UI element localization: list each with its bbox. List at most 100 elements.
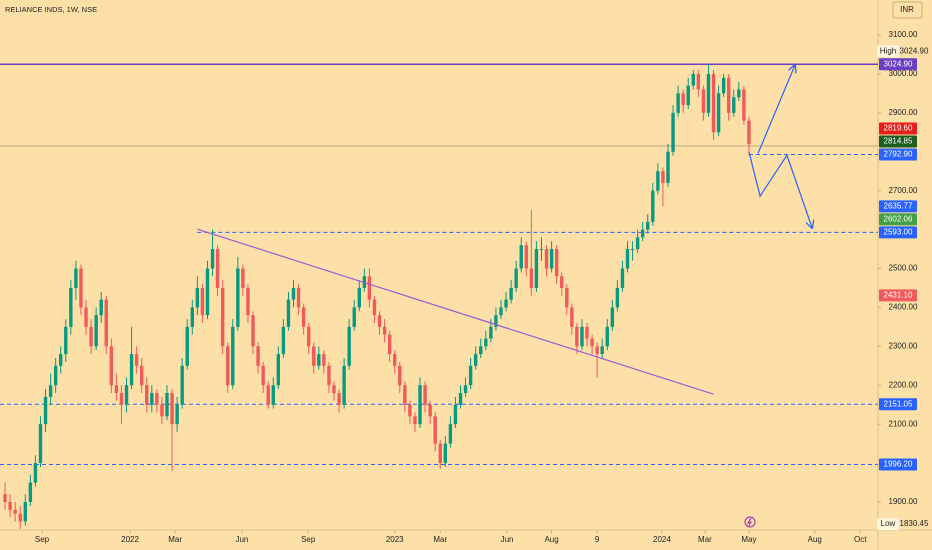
x-tick-label: Mar (698, 535, 712, 544)
candle-body (403, 385, 407, 405)
candle-body (534, 249, 539, 288)
candle-body (661, 171, 665, 183)
candle-body (180, 365, 184, 405)
candle-body (79, 268, 83, 308)
candle-body (408, 404, 412, 417)
candle-body (473, 354, 478, 366)
candle-body (367, 276, 372, 300)
candle-body (656, 171, 660, 191)
candle-body (129, 354, 134, 386)
candle-body (433, 416, 437, 444)
candle-body (453, 404, 458, 425)
candle-body (544, 249, 549, 269)
candle-body (706, 73, 711, 113)
candle-body (89, 326, 93, 347)
candle-body (306, 326, 311, 347)
candle-body (646, 221, 650, 230)
candle-body (610, 307, 615, 327)
candle-body (565, 287, 569, 308)
candle-body (585, 326, 589, 339)
candle-body (165, 393, 169, 417)
candle-body (499, 307, 503, 316)
x-tick-label: 2022 (121, 535, 139, 544)
candle-body (352, 307, 356, 327)
candle-body (580, 326, 584, 347)
candle-body (732, 97, 736, 113)
candle-body (372, 299, 377, 316)
candle-body (382, 326, 387, 335)
currency[interactable]: INR (900, 5, 914, 14)
candle-body (393, 354, 397, 366)
chart-title: RELIANCE INDS, 1W, NSE (5, 5, 97, 14)
candle-body (337, 393, 341, 405)
price-badge (879, 58, 917, 71)
y-tick-label: 2100.00 (889, 419, 918, 428)
candle-body (145, 385, 149, 405)
candle-body (620, 268, 625, 288)
candle-body (377, 315, 382, 327)
candle-body (468, 365, 473, 386)
candle-body (190, 307, 194, 327)
candle-body (271, 385, 275, 405)
candle-body (119, 393, 124, 405)
price-badge (879, 289, 917, 302)
price-badge-label: 3024.90 (884, 59, 913, 68)
candle-body (489, 326, 493, 339)
low-label: Low (881, 519, 896, 528)
candle-body (327, 365, 331, 386)
candle-body (286, 299, 291, 327)
candle-body (742, 89, 746, 121)
x-tick-label: Mar (433, 535, 447, 544)
y-tick-label: 2300.00 (889, 341, 918, 350)
high-label: High (880, 46, 896, 55)
candle-body (231, 326, 235, 386)
x-tick-label: Oct (854, 535, 867, 544)
candle-body (686, 85, 690, 106)
currency-box[interactable] (892, 1, 923, 19)
candle-body (549, 249, 554, 269)
price-badge-label: 2431.10 (884, 290, 913, 299)
candle-body (94, 315, 98, 347)
high-value: 3024.90 (900, 46, 929, 55)
candle-body (625, 249, 630, 269)
candle-body (413, 416, 417, 425)
candle-body (560, 276, 564, 288)
candle-body (33, 463, 38, 483)
x-tick-label: 2023 (386, 535, 404, 544)
price-badge-label: 2593.00 (884, 227, 913, 236)
y-tick-label: 3100.00 (889, 30, 918, 39)
candle-body (59, 354, 63, 366)
candle-body (53, 365, 58, 386)
price-badge-label: 2819.60 (884, 124, 913, 133)
price-badge (879, 213, 917, 226)
candle-body (448, 424, 453, 444)
candle-body (251, 315, 255, 347)
candle-body (554, 249, 559, 277)
y-tick-label: 1900.00 (889, 497, 918, 506)
y-tick-label: 2400.00 (889, 303, 918, 312)
candle-body (423, 385, 427, 405)
candle-body (514, 268, 518, 288)
event-icon[interactable] (744, 516, 756, 528)
y-tick-label: 2500.00 (889, 264, 918, 273)
projection-arrow (757, 65, 795, 154)
y-tick-label: 2900.00 (889, 108, 918, 117)
price-badge (879, 226, 917, 239)
candle-body (246, 287, 250, 316)
low-tag (877, 518, 899, 530)
candle-body (99, 299, 103, 316)
candle-body (570, 307, 574, 327)
candle-body (220, 287, 225, 347)
candle-body (428, 404, 432, 417)
candle-body (737, 89, 741, 98)
candle-body (438, 443, 442, 464)
y-tick-label: 3000.00 (889, 69, 918, 78)
candle-body (301, 307, 306, 327)
candle-body (185, 326, 189, 366)
price-badge-label: 1996.20 (884, 460, 913, 469)
candle-body (463, 385, 468, 394)
candle-body (215, 249, 220, 288)
candle-body (13, 509, 17, 514)
price-badge (879, 398, 917, 411)
